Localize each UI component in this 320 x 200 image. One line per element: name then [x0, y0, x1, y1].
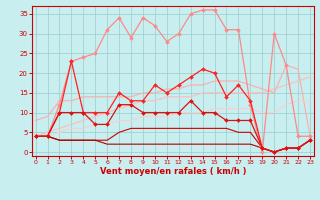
- X-axis label: Vent moyen/en rafales ( km/h ): Vent moyen/en rafales ( km/h ): [100, 167, 246, 176]
